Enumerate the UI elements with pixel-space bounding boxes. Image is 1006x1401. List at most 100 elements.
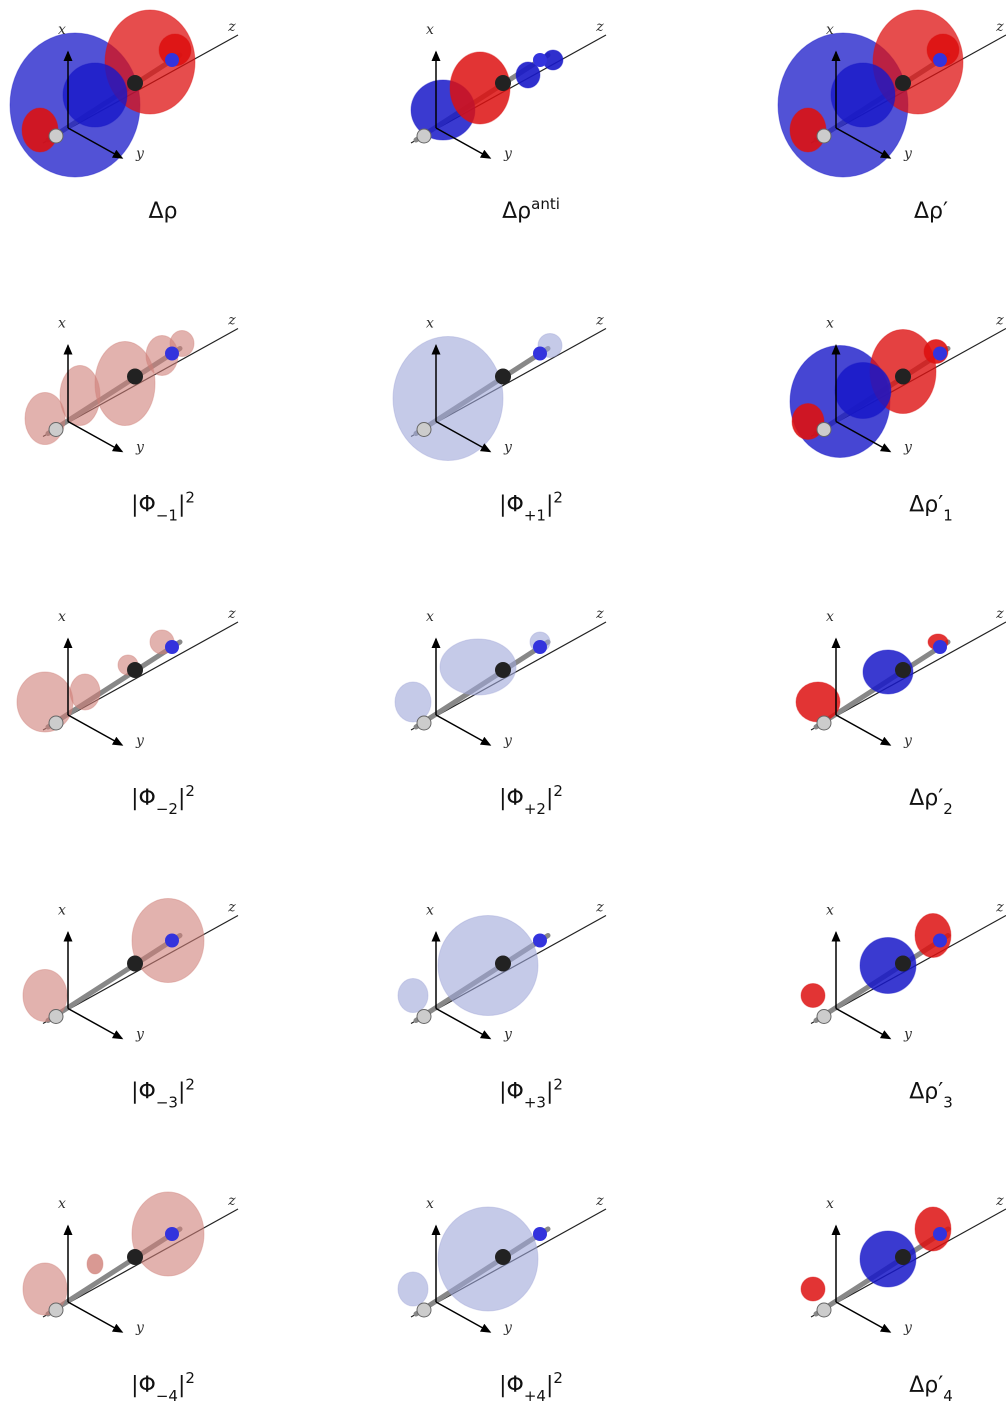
atom: [895, 955, 911, 972]
caption-part: −3: [156, 1094, 178, 1112]
atom: [895, 75, 911, 91]
caption: Δρ′2: [909, 786, 953, 818]
axis-label: y: [503, 1027, 513, 1043]
caption-part: |: [546, 1373, 553, 1398]
caption-part: |: [178, 1373, 185, 1398]
caption-part: |Φ: [499, 1373, 524, 1398]
axis-arrow: [835, 127, 892, 159]
caption-part: 2: [185, 782, 195, 800]
axis-label: x: [58, 316, 66, 332]
caption-part: |: [178, 786, 185, 811]
caption: Δρanti: [502, 195, 560, 224]
atom: [895, 368, 911, 385]
axis-arrow: [67, 1301, 124, 1333]
axis-label: z: [995, 900, 1004, 916]
caption-part: −2: [156, 800, 178, 818]
isosurface: [397, 1271, 429, 1307]
isosurface: [22, 1262, 68, 1316]
atom: [895, 662, 911, 678]
atom: [416, 1009, 432, 1024]
panel: x y z |Φ−2|2: [16, 606, 239, 818]
atom: [416, 422, 432, 437]
atom: [495, 1249, 511, 1265]
atom: [816, 1009, 832, 1024]
axis-label: x: [426, 316, 434, 332]
axis-label: x: [58, 903, 66, 919]
axis-arrow: [435, 420, 492, 453]
caption-part: |Φ: [499, 1080, 524, 1105]
caption-part: Δρ: [502, 199, 531, 224]
atom: [495, 368, 511, 385]
atom: [816, 1302, 832, 1318]
atom: [48, 1009, 64, 1024]
isosurface: [859, 937, 917, 994]
isosurface: [24, 392, 66, 445]
axis-label: x: [426, 609, 434, 625]
caption: |Φ−4|2: [131, 1369, 195, 1401]
axis-arrow: [835, 714, 892, 746]
caption: Δρ′3: [909, 1080, 953, 1112]
axis-label: z: [595, 1193, 604, 1209]
isosurface: [62, 62, 128, 128]
caption-part: |Φ: [499, 786, 524, 811]
axis-arrow: [67, 127, 124, 159]
axis-label: x: [826, 903, 834, 919]
caption: |Φ+2|2: [499, 782, 563, 818]
isosurface: [94, 341, 156, 426]
atom: [48, 422, 64, 437]
caption-part: Δρ′: [909, 786, 943, 811]
axis-label: z: [595, 19, 604, 35]
caption-part: +3: [524, 1094, 546, 1112]
atom: [533, 1227, 547, 1241]
isosurface: [795, 681, 841, 723]
atom: [933, 640, 947, 654]
axis-label: y: [503, 1320, 513, 1336]
panel: x y z Δρ′2: [795, 606, 1006, 818]
caption: Δρ′: [914, 199, 948, 224]
axis-label: y: [135, 733, 145, 749]
isosurface: [397, 978, 429, 1013]
axis-label: x: [426, 1196, 434, 1212]
caption-part: 2: [943, 800, 953, 818]
axis-label: z: [995, 1193, 1004, 1209]
axis-arrow: [435, 1007, 492, 1040]
atom: [416, 128, 432, 144]
atom: [127, 368, 143, 385]
axis-arrow: [67, 714, 124, 746]
isosurface: [914, 913, 952, 958]
atom: [533, 53, 547, 67]
atom: [533, 640, 547, 654]
caption: Δρ′4: [909, 1373, 953, 1401]
caption-part: 2: [553, 782, 563, 800]
atom: [127, 955, 143, 972]
caption-part: +1: [524, 507, 546, 525]
axis-label: x: [58, 22, 66, 38]
axis-label: z: [595, 606, 604, 622]
axis-arrow: [435, 1301, 492, 1333]
panel: x y z |Φ+1|2: [392, 313, 607, 525]
axis-label: z: [995, 606, 1004, 622]
panel: x y z |Φ+3|2: [397, 900, 607, 1112]
panel: x y z |Φ−4|2: [22, 1191, 239, 1401]
axis-label: y: [903, 1320, 913, 1336]
axis-label: z: [227, 900, 236, 916]
axis-label: z: [227, 19, 236, 35]
atom: [165, 640, 179, 654]
atom: [933, 53, 947, 67]
axis-arrow: [435, 714, 492, 746]
caption-part: Δρ: [148, 199, 177, 224]
isosurface: [830, 62, 896, 128]
atom: [416, 715, 432, 731]
axis-arrow: [435, 127, 492, 159]
axis-label: x: [826, 1196, 834, 1212]
atom: [816, 422, 832, 437]
axis-label: y: [903, 733, 913, 749]
caption: |Φ−3|2: [131, 1076, 195, 1112]
axis-label: z: [995, 313, 1004, 329]
panel: x y z Δρanti: [410, 19, 607, 224]
axis-label: y: [135, 1320, 145, 1336]
axis-label: z: [227, 313, 236, 329]
panel: x y z Δρ: [9, 9, 239, 224]
atom: [495, 75, 511, 91]
caption: Δρ: [148, 199, 177, 224]
